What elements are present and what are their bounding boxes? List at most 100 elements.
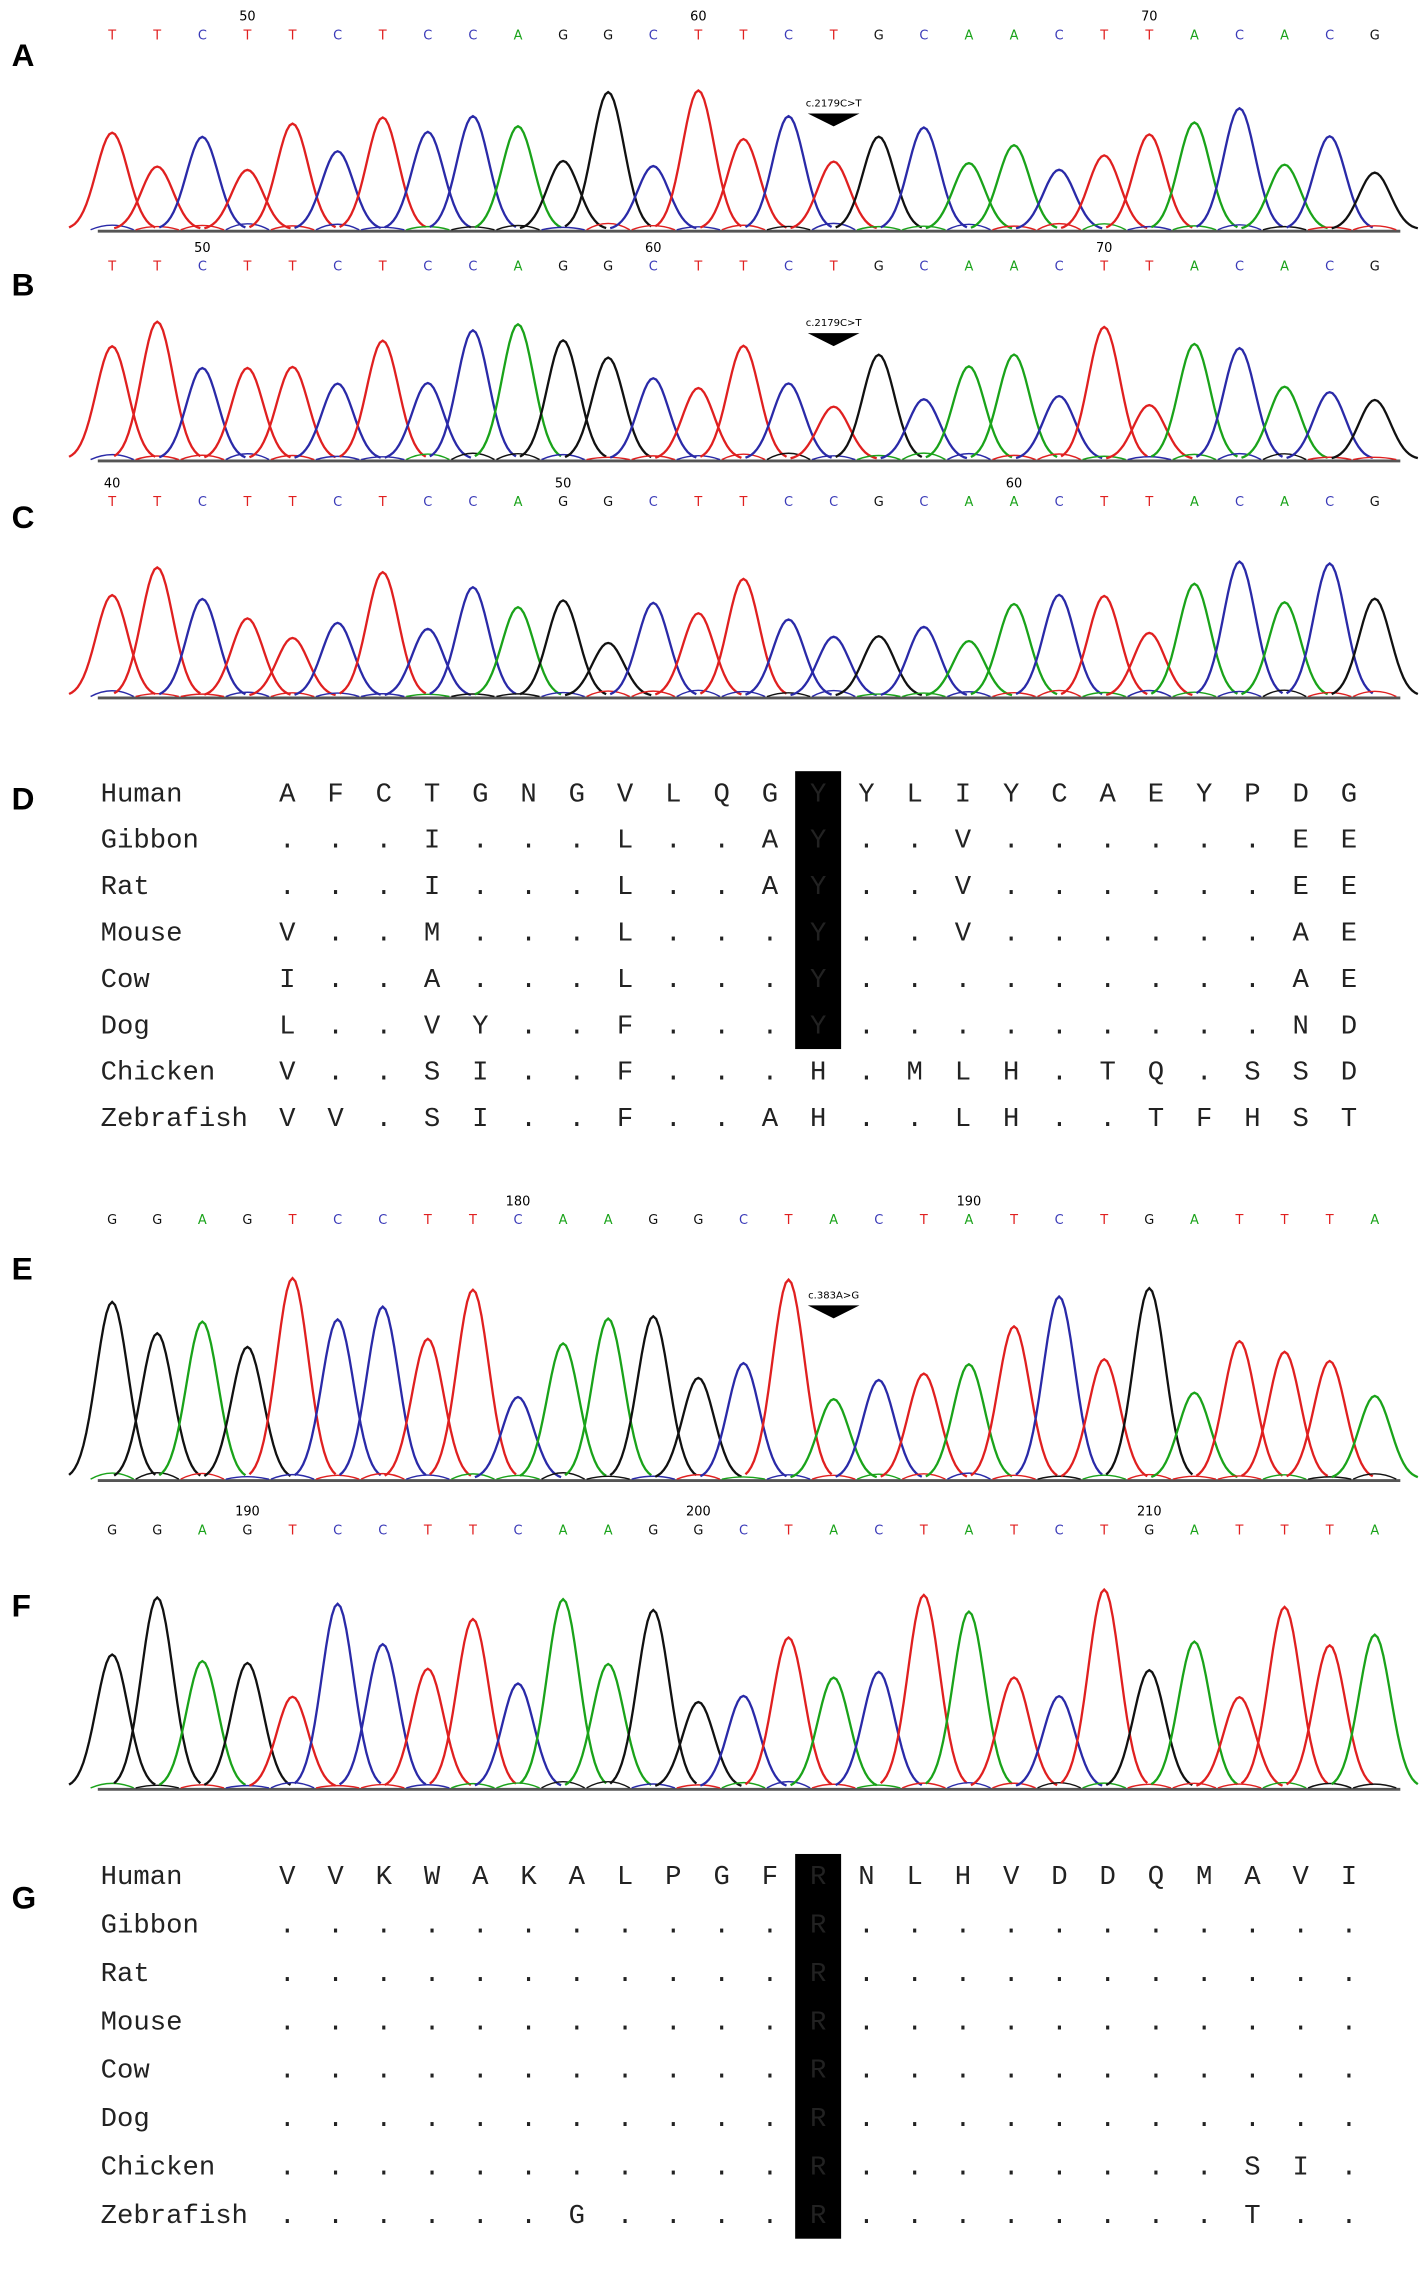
base-call: A <box>514 495 523 510</box>
peak <box>68 344 156 458</box>
base-call: T <box>739 495 748 510</box>
noise <box>1082 691 1126 698</box>
residue: . <box>279 2007 295 2038</box>
residue: E <box>1341 965 1357 996</box>
noise <box>1217 452 1262 461</box>
peak <box>158 1659 247 1786</box>
peak <box>1015 168 1103 230</box>
peak <box>880 625 968 696</box>
noise <box>1307 226 1352 231</box>
residue: . <box>520 2104 536 2135</box>
position-number: 50 <box>239 10 255 25</box>
peak <box>654 386 742 459</box>
base-call: T <box>919 1213 928 1228</box>
base-call: T <box>242 495 251 510</box>
residue: . <box>762 2153 778 2184</box>
base-call: A <box>964 495 973 510</box>
residue: . <box>906 1011 922 1042</box>
noise <box>270 1781 315 1789</box>
peak <box>925 1362 1013 1478</box>
residue: L <box>906 779 922 810</box>
residue: A <box>424 965 441 996</box>
noise <box>90 1472 135 1480</box>
peak <box>654 89 743 228</box>
residue: H <box>810 1058 826 1089</box>
residue: A <box>569 1862 586 1893</box>
residue: . <box>1003 965 1019 996</box>
residue: A <box>472 1862 489 1893</box>
peak <box>384 1667 472 1787</box>
residue: . <box>665 919 681 950</box>
peak <box>204 168 291 230</box>
noise <box>902 692 946 698</box>
residue: . <box>617 2104 633 2135</box>
residue: . <box>1196 919 1212 950</box>
noise <box>1127 225 1172 231</box>
residue: . <box>1099 919 1115 950</box>
peak <box>1240 601 1329 696</box>
residue: . <box>279 2201 295 2232</box>
peak <box>339 116 427 229</box>
residue: . <box>906 2056 922 2087</box>
noise <box>180 224 225 231</box>
species-name: Chicken <box>101 1058 216 1089</box>
noise <box>541 1780 585 1789</box>
peak <box>564 1317 653 1477</box>
residue: . <box>713 1959 729 1990</box>
noise <box>1037 689 1081 698</box>
base-call: A <box>1190 260 1199 275</box>
base-call: T <box>1099 28 1108 43</box>
residue: V <box>1003 1862 1020 1893</box>
residue: . <box>1148 2201 1164 2232</box>
residue: . <box>520 872 536 903</box>
residue: . <box>713 1911 729 1942</box>
base-call: G <box>874 260 884 275</box>
peak <box>880 398 968 460</box>
peak <box>1240 1350 1329 1477</box>
base-call: T <box>378 495 387 510</box>
base-call: A <box>1370 1523 1379 1538</box>
residue: . <box>327 2153 343 2184</box>
base-call: C <box>198 260 207 275</box>
residue: . <box>1148 1911 1164 1942</box>
noise <box>947 691 991 698</box>
residue: Y <box>810 1011 826 1042</box>
residue: . <box>1051 2104 1067 2135</box>
peak <box>835 1670 923 1787</box>
peak <box>294 382 382 459</box>
residue: . <box>617 2007 633 2038</box>
species-name: Human <box>101 1862 183 1893</box>
residue: . <box>955 1959 971 1990</box>
residue: . <box>1051 826 1067 857</box>
base-call: T <box>784 1213 793 1228</box>
residue: . <box>1051 1911 1067 1942</box>
base-call: A <box>604 1213 613 1228</box>
peak <box>113 1595 202 1785</box>
residue: I <box>472 1058 488 1089</box>
residue: . <box>424 1911 440 1942</box>
residue: C <box>376 779 392 810</box>
residue: . <box>520 1104 536 1135</box>
noise <box>947 223 991 231</box>
base-call: G <box>558 260 568 275</box>
residue: . <box>1196 1058 1212 1089</box>
residue: . <box>1003 2153 1019 2184</box>
residue: . <box>1051 1058 1067 1089</box>
residue: G <box>1341 779 1357 810</box>
noise <box>270 692 315 698</box>
noise <box>586 690 631 698</box>
base-call: A <box>829 1213 838 1228</box>
peak <box>519 599 607 696</box>
position-number: 70 <box>1141 10 1157 25</box>
peak <box>1330 1633 1419 1786</box>
noise <box>406 225 450 231</box>
residue: V <box>955 872 972 903</box>
position-number: 190 <box>957 1194 982 1209</box>
residue: . <box>1196 2056 1212 2087</box>
peak <box>1195 106 1284 228</box>
noise <box>496 1782 540 1789</box>
residue: V <box>279 919 296 950</box>
noise <box>992 1474 1036 1480</box>
residue: I <box>472 1104 488 1135</box>
noise <box>1217 224 1262 231</box>
